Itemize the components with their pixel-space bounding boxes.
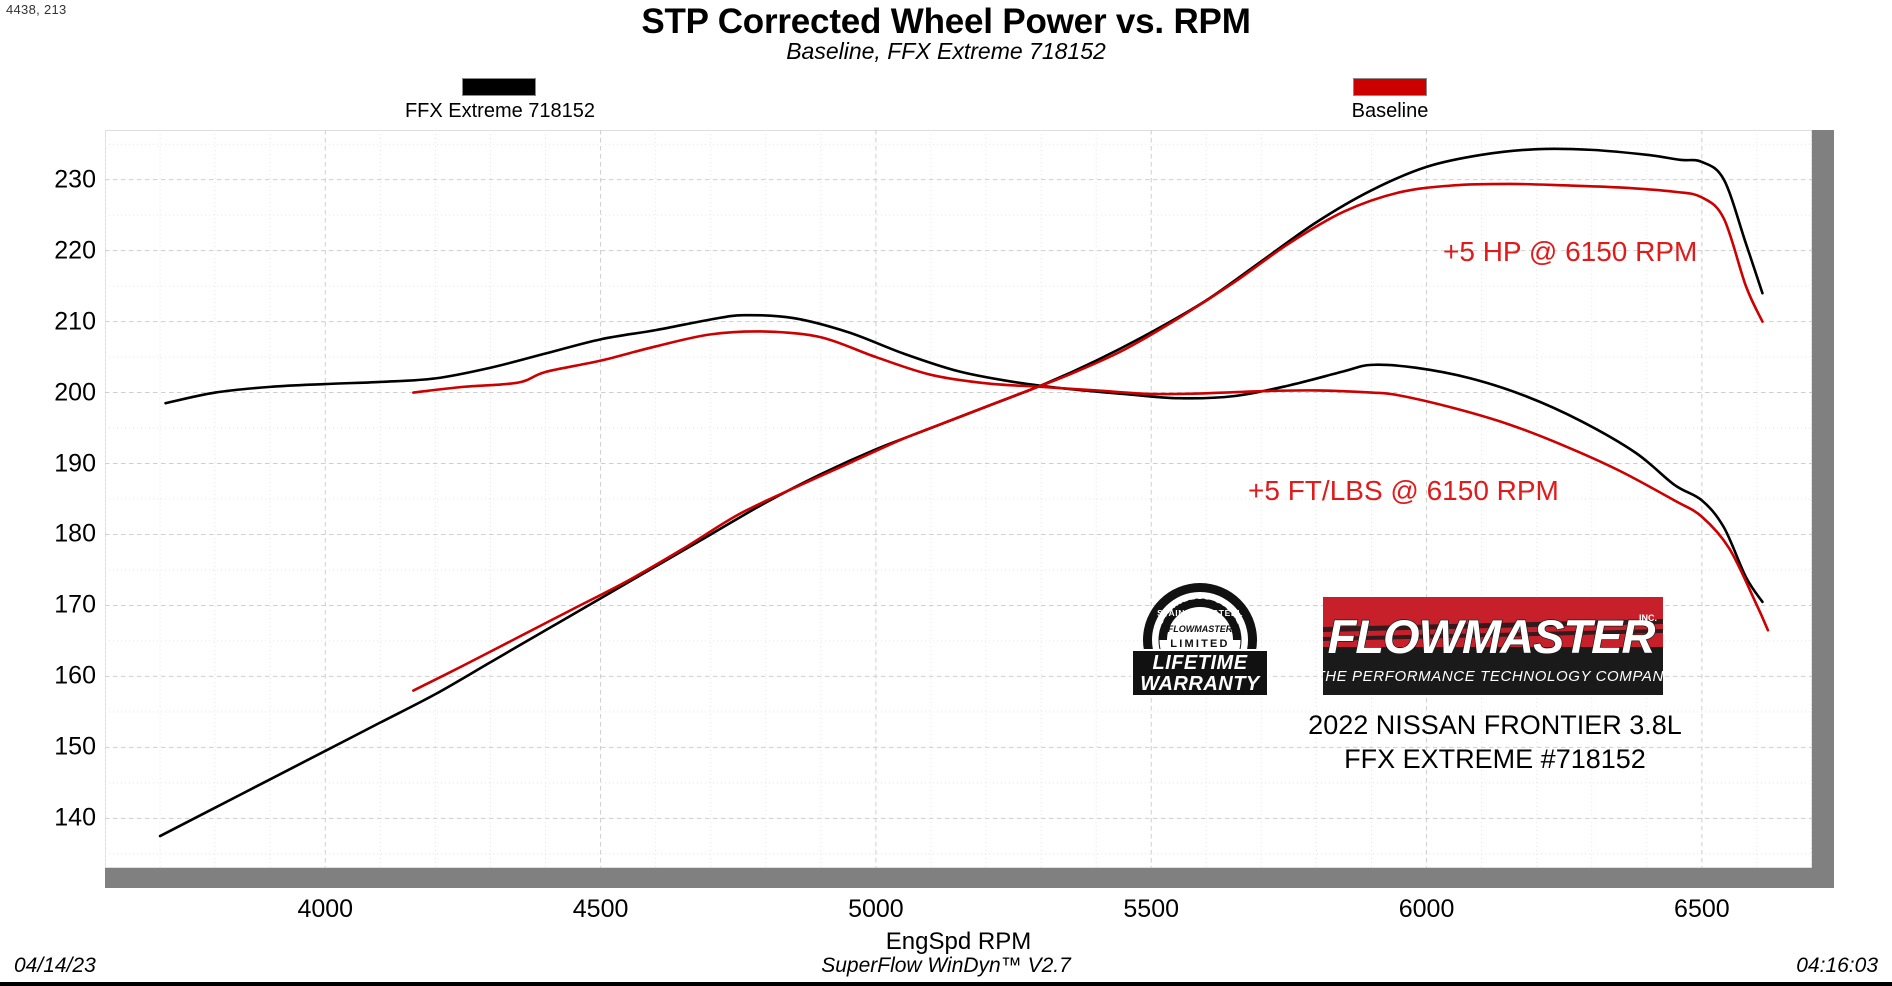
y-axis-tick-140: 140 bbox=[54, 803, 96, 832]
x-axis-tick-4500: 4500 bbox=[572, 895, 629, 923]
y-axis-tick-160: 160 bbox=[54, 661, 96, 690]
x-axis-tick-5500: 5500 bbox=[1123, 895, 1180, 923]
legend-item-baseline[interactable]: Baseline bbox=[1300, 78, 1480, 123]
y-axis-tick-200: 200 bbox=[54, 378, 96, 407]
footer-software-version: SuperFlow WinDyn™ V2.7 bbox=[821, 954, 1071, 977]
legend-item-ffx-extreme[interactable]: FFX Extreme 718152 bbox=[370, 78, 630, 123]
logo-wordmark: FLOWMASTER bbox=[1328, 610, 1656, 663]
cursor-coordinate-readout: 4438, 213 bbox=[6, 2, 67, 17]
footer-time: 04:16:03 bbox=[1796, 954, 1878, 977]
logo-tagline: THE PERFORMANCE TECHNOLOGY COMPANY bbox=[1323, 668, 1663, 685]
lifetime-warranty-badge: STAINLESS STEEL STAINLESS STEEL FLOWMAST… bbox=[1126, 580, 1274, 708]
badge-brand-label: FLOWMASTER bbox=[1168, 624, 1233, 634]
y-axis-tick-220: 220 bbox=[54, 236, 96, 265]
legend-label-ffx-extreme: FFX Extreme 718152 bbox=[404, 100, 596, 122]
y-axis-tick-labels: 140 150 160 170 180 190 200 210 220 230 bbox=[0, 130, 96, 868]
logo-dark-band bbox=[1323, 647, 1663, 695]
x-axis-tick-4000: 4000 bbox=[297, 895, 354, 923]
page-subtitle: Baseline, FFX Extreme 718152 bbox=[786, 38, 1106, 64]
badge-arc-label: STAINLESS STEEL bbox=[1157, 608, 1243, 618]
x-axis-tick-labels: 4000 4500 5000 5500 6000 6500 bbox=[105, 895, 1812, 927]
y-axis-tick-170: 170 bbox=[54, 590, 96, 619]
y-axis-tick-180: 180 bbox=[54, 519, 96, 548]
annotation-torque-gain: +5 FT/LBS @ 6150 RPM bbox=[1248, 475, 1559, 506]
y-axis-tick-150: 150 bbox=[54, 732, 96, 761]
y-axis-tick-230: 230 bbox=[54, 165, 96, 194]
status-footer: 04/14/23 SuperFlow WinDyn™ V2.7 04:16:03 bbox=[0, 952, 1892, 986]
legend-swatch-ffx-extreme bbox=[462, 78, 536, 96]
dyno-plot-area[interactable] bbox=[105, 130, 1812, 868]
vehicle-caption-line1: 2022 NISSAN FRONTIER 3.8L bbox=[1308, 710, 1682, 740]
badge-warranty-label: WARRANTY bbox=[1140, 673, 1261, 695]
logo-trademark: INC. bbox=[1639, 613, 1657, 623]
x-axis-tick-6500: 6500 bbox=[1674, 895, 1730, 923]
page-title: STP Corrected Wheel Power vs. RPM bbox=[641, 2, 1251, 41]
legend-label-baseline: Baseline bbox=[1351, 100, 1429, 122]
x-axis-tick-5000: 5000 bbox=[848, 895, 904, 923]
plot-bottom-border-strip bbox=[105, 868, 1834, 888]
series-line bbox=[412, 182, 1764, 692]
x-axis-tick-6000: 6000 bbox=[1398, 895, 1455, 923]
vehicle-caption-line2: FFX EXTREME #718152 bbox=[1344, 744, 1646, 775]
footer-date: 04/14/23 bbox=[14, 954, 96, 977]
flowmaster-logo: FLOWMASTER INC. THE PERFORMANCE TECHNOLO… bbox=[1323, 597, 1663, 695]
badge-lifetime-label: LIFETIME bbox=[1152, 652, 1247, 674]
dyno-chart-svg bbox=[105, 130, 1812, 868]
x-axis-title: EngSpd RPM bbox=[885, 928, 1032, 955]
y-axis-tick-210: 210 bbox=[54, 307, 96, 336]
series-line bbox=[412, 330, 1770, 632]
plot-right-border-strip bbox=[1812, 130, 1834, 868]
badge-limited-label: LIMITED bbox=[1170, 638, 1229, 650]
y-axis-tick-190: 190 bbox=[54, 449, 96, 478]
legend-swatch-baseline bbox=[1353, 78, 1427, 96]
annotation-hp-gain: +5 HP @ 6150 RPM bbox=[1443, 236, 1698, 267]
vehicle-caption: 2022 NISSAN FRONTIER 3.8L FFX EXTREME #7… bbox=[1260, 708, 1730, 776]
